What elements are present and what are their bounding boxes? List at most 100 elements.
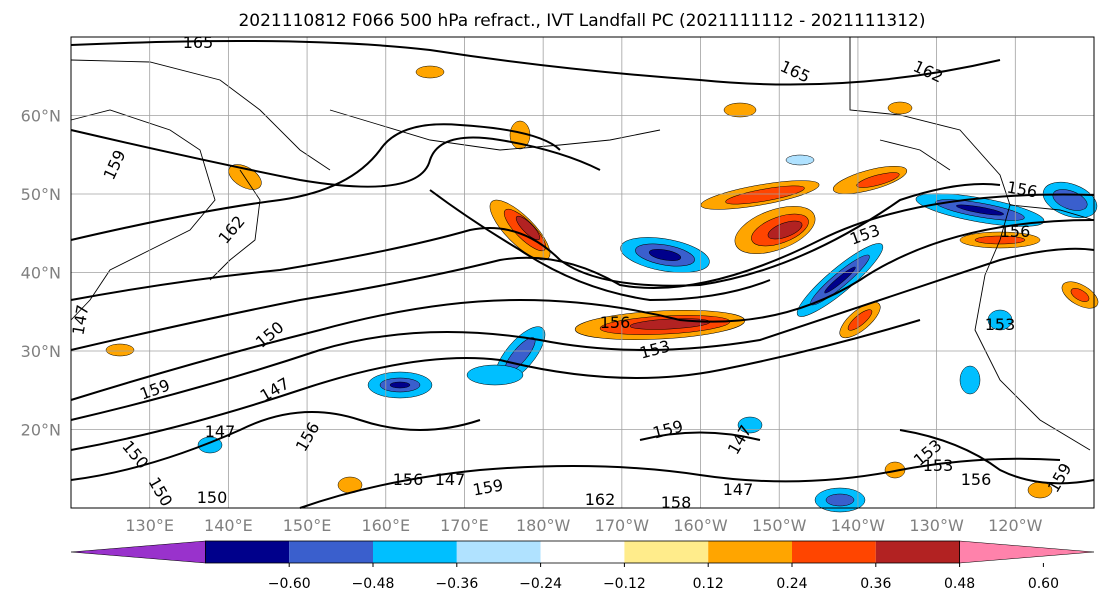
- contour-line: [70, 129, 601, 188]
- contour-label: 156: [1000, 222, 1031, 241]
- anomaly-shading-region: [515, 215, 541, 241]
- colorbar-segment: [289, 541, 373, 563]
- colorbar-segment: [540, 541, 625, 563]
- colorbar-tick-label: 0.12: [693, 576, 724, 592]
- anomaly-shading-region: [105, 343, 135, 357]
- anomaly-shading-region: [824, 266, 856, 294]
- latitude-tick-label: 60°N: [21, 107, 61, 126]
- coastline: [879, 139, 951, 171]
- colorbar-tick-label: −0.48: [352, 576, 395, 592]
- contour-line: [70, 319, 921, 451]
- anomaly-shading-region: [959, 365, 981, 395]
- anomaly-shading-region: [825, 493, 855, 507]
- coastline: [70, 109, 216, 321]
- contour-line: [639, 431, 761, 441]
- coastline: [329, 109, 661, 151]
- anomaly-shading-region: [737, 416, 763, 434]
- longitude-tick-label: 160°E: [361, 516, 410, 535]
- contour-label: 147: [205, 422, 236, 441]
- contour-label: 158: [661, 493, 692, 512]
- contour-label: 150: [197, 488, 228, 507]
- contour-line: [70, 247, 1095, 421]
- latitude-tick-label: 30°N: [21, 342, 61, 361]
- contour-label: 165: [183, 33, 214, 52]
- contour-line: [70, 123, 561, 241]
- colorbar-segment: [792, 541, 876, 563]
- latitude-tick-label: 40°N: [21, 264, 61, 283]
- longitude-tick-label: 140°W: [831, 516, 886, 535]
- colorbar-tick-label: 0.36: [860, 576, 891, 592]
- anomaly-shading-region: [887, 101, 913, 115]
- anomaly-shading-region: [725, 185, 805, 205]
- colorbar-segment: [875, 541, 960, 563]
- coastline: [849, 37, 1091, 451]
- longitude-tick-label: 160°W: [673, 516, 728, 535]
- colorbar-tick-label: −0.60: [268, 576, 311, 592]
- contour-label: 153: [923, 456, 954, 475]
- longitude-tick-labels: 130°E 140°E 150°E 160°E 170°E 180°W 170°W 160°W…: [125, 516, 1042, 535]
- colorbar-tick-label: −0.24: [519, 576, 562, 592]
- anomaly-shading-region: [856, 172, 900, 188]
- contour-line: [899, 429, 1095, 485]
- longitude-tick-label: 140°E: [204, 516, 253, 535]
- longitude-tick-label: 150°W: [752, 516, 807, 535]
- map-frame: [70, 36, 1095, 509]
- anomaly-shading-region: [987, 309, 1013, 331]
- colorbar-tick-label: −0.36: [435, 576, 478, 592]
- anomaly-shading-region: [767, 220, 803, 240]
- anomaly-shading-region: [466, 364, 524, 386]
- contour-line: [70, 219, 1095, 401]
- geopotential-height-contours: [70, 40, 1095, 509]
- anomaly-shading-region: [415, 65, 445, 79]
- colorbar-tick-label: 0.24: [776, 576, 807, 592]
- colorbar-tick-label: −0.12: [603, 576, 646, 592]
- contour-label: 162: [585, 490, 616, 509]
- contour-label: 153: [985, 315, 1016, 334]
- contour-line: [70, 411, 481, 481]
- colorbar-segment: [624, 541, 709, 563]
- anomaly-shading-region: [723, 102, 757, 118]
- refractivity-anomaly-shading: [105, 65, 1099, 513]
- colorbar-tick-labels: −0.60 −0.48 −0.36 −0.24 −0.12 0.12 0.24 0.36 0.4…: [268, 563, 1059, 592]
- chart-title: 2021110812 F066 500 hPa refract., IVT La…: [238, 11, 925, 31]
- latitude-tick-labels: 20°N 30°N 40°N 50°N 60°N: [21, 107, 61, 440]
- contour-label: 156: [600, 313, 631, 332]
- contour-label: 147: [435, 470, 466, 489]
- colorbar-segment: [456, 541, 541, 563]
- anomaly-shading-region: [956, 204, 1004, 216]
- contour-label: 147: [723, 480, 754, 499]
- coastlines: [70, 37, 1095, 451]
- coastline: [209, 169, 261, 281]
- latitude-tick-label: 20°N: [21, 421, 61, 440]
- contour-label: 156: [393, 470, 424, 489]
- contour-label: 156: [961, 470, 992, 489]
- longitude-tick-label: 130°W: [909, 516, 964, 535]
- anomaly-shading-region: [1070, 288, 1090, 302]
- contour-line: [70, 183, 1001, 301]
- colorbar-extension-low: [70, 540, 206, 564]
- colorbar: [70, 540, 1095, 564]
- contour-line: [70, 193, 1095, 351]
- longitude-tick-label: 130°E: [125, 516, 174, 535]
- anomaly-shading-region: [785, 154, 815, 166]
- longitude-tick-label: 150°E: [283, 516, 332, 535]
- anomaly-shading-region: [648, 249, 682, 261]
- contour-line: [429, 189, 771, 302]
- contour-line: [299, 457, 1061, 509]
- anomaly-shading-region: [389, 381, 411, 389]
- anomaly-shading-region: [847, 309, 873, 331]
- colorbar-segment: [205, 541, 290, 563]
- coastline: [1009, 204, 1095, 221]
- colorbar-extension-high: [959, 540, 1095, 564]
- colorbar-tick-label: 0.48: [944, 576, 975, 592]
- longitude-tick-label: 180°W: [516, 516, 571, 535]
- colorbar-outline: [204, 540, 961, 564]
- coastline: [70, 59, 331, 171]
- longitude-tick-label: 170°W: [595, 516, 650, 535]
- colorbar-segment: [373, 541, 457, 563]
- longitude-tick-label: 170°E: [440, 516, 489, 535]
- contour-line: [70, 40, 1001, 86]
- colorbar-segment: [708, 541, 792, 563]
